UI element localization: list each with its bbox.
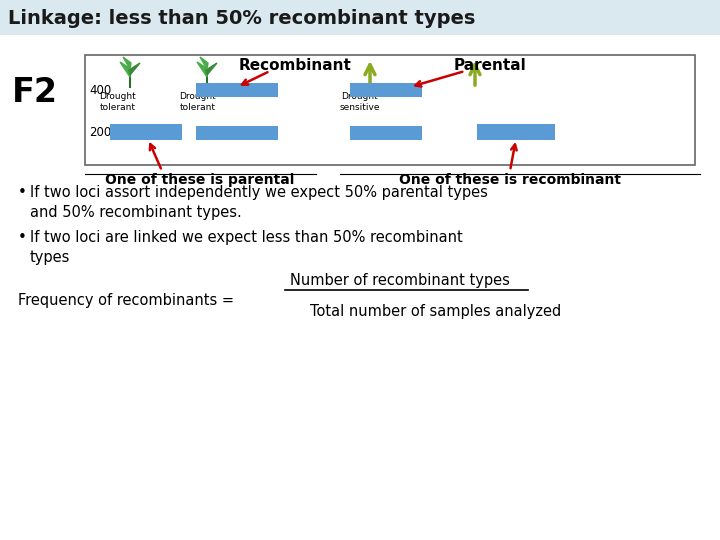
Text: Frequency of recombinants =: Frequency of recombinants =	[18, 293, 243, 307]
Text: Drought
tolerant: Drought tolerant	[99, 92, 136, 112]
Bar	[0, 0, 720, 35]
Text: F2: F2	[12, 76, 58, 109]
Text: Parental: Parental	[454, 57, 526, 72]
Text: types: types	[30, 250, 71, 265]
Bar	[350, 83, 422, 97]
Text: •: •	[18, 185, 27, 200]
Polygon shape	[197, 62, 208, 77]
Polygon shape	[120, 62, 131, 77]
Polygon shape	[129, 63, 140, 75]
Text: •: •	[18, 230, 27, 245]
Text: Recombinant: Recombinant	[238, 57, 351, 72]
Text: Drought
tolerant: Drought tolerant	[179, 92, 217, 112]
Bar	[85, 55, 695, 165]
Text: If two loci assort independently we expect 50% parental types: If two loci assort independently we expe…	[30, 185, 488, 200]
Text: and 50% recombinant types.: and 50% recombinant types.	[30, 205, 242, 220]
Text: One of these is parental: One of these is parental	[105, 173, 294, 187]
Text: Total number of samples analyzed: Total number of samples analyzed	[310, 304, 562, 319]
Text: If two loci are linked we expect less than 50% recombinant: If two loci are linked we expect less th…	[30, 230, 463, 245]
Text: Drought
sensitive: Drought sensitive	[340, 92, 380, 112]
Bar	[477, 124, 555, 140]
Text: 400: 400	[89, 84, 112, 97]
Text: 200: 200	[89, 126, 112, 139]
Polygon shape	[200, 57, 208, 69]
Text: Number of recombinant types: Number of recombinant types	[290, 273, 510, 288]
Polygon shape	[123, 57, 131, 69]
Bar	[196, 83, 278, 97]
Bar	[196, 126, 278, 140]
Text: One of these is recombinant: One of these is recombinant	[399, 173, 621, 187]
Text: Linkage: less than 50% recombinant types: Linkage: less than 50% recombinant types	[8, 9, 475, 28]
Polygon shape	[206, 63, 217, 75]
Bar	[110, 124, 182, 140]
Bar	[350, 126, 422, 140]
